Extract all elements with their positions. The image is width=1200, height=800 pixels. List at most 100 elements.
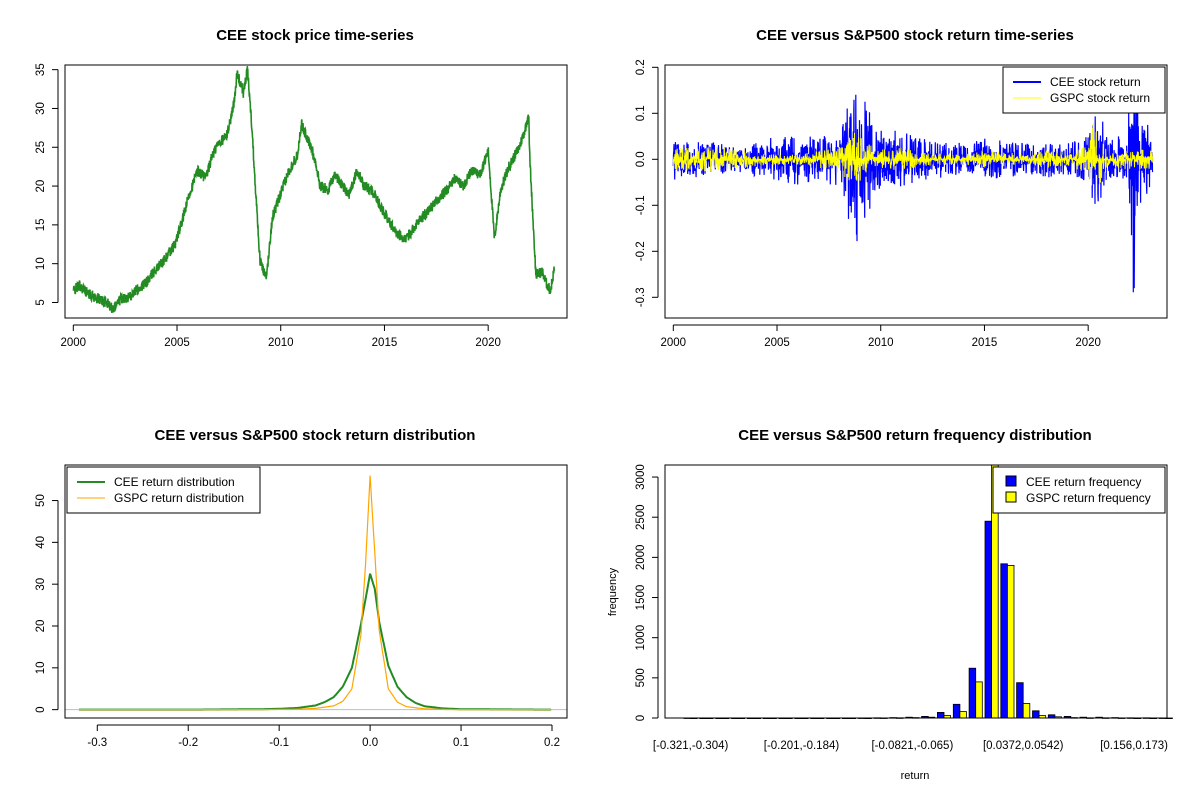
- frequency-y-tick-label: 0: [635, 715, 647, 721]
- returns-x-tick-label: 2010: [868, 337, 894, 349]
- frequency-legend-swatch-gspc: [1005, 491, 1017, 503]
- frequency-y-tick-label: 2000: [635, 545, 647, 571]
- price-x-tick-label: 2020: [475, 337, 501, 349]
- frequency-bar-cee: [1032, 710, 1040, 719]
- density-y-tick-label: 30: [35, 578, 47, 591]
- price-series-layer: [72, 66, 556, 314]
- price-chart-panel: CEE stock price time-series 2000 2005 2010…: [35, 27, 568, 349]
- frequency-bar-cee: [968, 667, 977, 719]
- price-y-tick-label: 10: [35, 257, 47, 270]
- price-y-tick-label: 25: [35, 141, 47, 154]
- frequency-bar-gspc: [1022, 703, 1031, 719]
- returns-x-tick-label: 2000: [661, 337, 687, 349]
- price-axes: 2000 2005 2010 2015 2020 5 10 15 20 25 30 35: [35, 63, 501, 349]
- returns-y-tick-label: 0.0: [635, 151, 647, 167]
- price-y-tick-label: 35: [35, 63, 47, 76]
- density-axes: -0.3 -0.2 -0.1 0.0 0.1 0.2 0 10 20 30 40 50: [35, 494, 560, 749]
- density-x-tick-label: -0.2: [178, 737, 198, 749]
- returns-x-tick-label: 2015: [972, 337, 998, 349]
- returns-line-cee: [672, 91, 1154, 293]
- returns-chart-title: CEE versus S&P500 stock return time-seri…: [756, 27, 1074, 44]
- frequency-legend-label-cee: CEE return frequency: [1026, 475, 1141, 489]
- returns-legend-box: [1002, 66, 1166, 114]
- frequency-y-tick-label: 500: [635, 668, 647, 687]
- frequency-bar-gspc: [975, 681, 983, 719]
- frequency-bars-layer: [664, 464, 1173, 720]
- price-x-tick-label: 2010: [268, 337, 294, 349]
- density-legend-box: [66, 466, 261, 514]
- returns-line-gspc: [672, 123, 1153, 186]
- density-chart-panel: CEE versus S&P500 stock return distribut…: [35, 427, 568, 749]
- frequency-x-tick-label: [-0.321,-0.304): [653, 740, 729, 752]
- frequency-bar-cee: [937, 712, 945, 719]
- frequency-y-tick-label: 2500: [635, 504, 647, 530]
- density-y-tick-label: 20: [35, 620, 47, 633]
- returns-legend: CEE stock return GSPC stock return: [1002, 66, 1166, 114]
- price-plot-frame: [64, 64, 568, 319]
- frequency-x-tick-label: [-0.0821,-0.065): [871, 740, 953, 752]
- price-chart-title: CEE stock price time-series: [216, 27, 414, 44]
- density-series-layer: [64, 464, 568, 719]
- frequency-legend: CEE return frequency GSPC return frequen…: [992, 466, 1166, 514]
- density-x-tick-label: -0.1: [269, 737, 289, 749]
- returns-y-tick-label: -0.1: [635, 195, 647, 215]
- frequency-chart-title: CEE versus S&P500 return frequency distr…: [738, 427, 1091, 444]
- returns-plot-frame: [664, 64, 1168, 319]
- returns-y-tick-label: -0.2: [635, 241, 647, 261]
- price-x-tick-label: 2015: [372, 337, 398, 349]
- density-x-tick-label: 0.1: [453, 737, 469, 749]
- returns-legend-label-cee: CEE stock return: [1050, 75, 1141, 89]
- density-chart-title: CEE versus S&P500 stock return distribut…: [155, 427, 476, 444]
- returns-legend-label-gspc: GSPC stock return: [1050, 91, 1150, 105]
- density-x-tick-label: 0.2: [544, 737, 560, 749]
- frequency-y-tick-label: 1000: [635, 625, 647, 651]
- returns-axes: 2000 2005 2010 2015 2020 -0.3 -0.2 -0.1 0.0 0.1 0.…: [635, 59, 1101, 349]
- frequency-bar-cee: [1000, 563, 1008, 719]
- returns-y-tick-label: 0.1: [635, 105, 647, 121]
- frequency-x-tick-label: [0.0372,0.0542): [983, 740, 1064, 752]
- density-legend: CEE return distribution GSPC return dist…: [66, 466, 261, 514]
- price-y-tick-label: 15: [35, 218, 47, 231]
- price-x-tick-label: 2005: [164, 337, 190, 349]
- frequency-bar-cee: [1016, 682, 1024, 719]
- frequency-x-tick-label: [0.156,0.173): [1100, 740, 1168, 752]
- frequency-y-axis-label: frequency: [607, 567, 619, 616]
- frequency-axes: 0 500 1000 1500 2000 2500 3000 [-0.321,-0.304) […: [635, 464, 1168, 752]
- returns-x-tick-label: 2020: [1075, 337, 1101, 349]
- price-x-tick-label: 2000: [61, 337, 87, 349]
- returns-series-layer: [672, 91, 1154, 293]
- density-y-tick-label: 40: [35, 536, 47, 549]
- density-legend-label-gspc: GSPC return distribution: [114, 491, 244, 505]
- density-y-tick-label: 50: [35, 494, 47, 507]
- frequency-bar-gspc: [959, 711, 967, 719]
- frequency-bar-cee: [984, 520, 992, 719]
- frequency-legend-swatch-cee: [1005, 475, 1017, 487]
- returns-y-tick-label: 0.2: [635, 59, 647, 75]
- density-x-tick-label: 0.0: [362, 737, 378, 749]
- density-x-tick-label: -0.3: [87, 737, 107, 749]
- price-y-tick-label: 20: [35, 180, 47, 193]
- frequency-y-tick-label: 1500: [635, 585, 647, 611]
- frequency-chart-panel: CEE versus S&P500 return frequency distr…: [607, 427, 1173, 782]
- density-frame-overlay: [64, 464, 568, 719]
- frequency-bar-cee: [952, 703, 961, 719]
- frequency-y-tick-label: 3000: [635, 464, 647, 490]
- frequency-x-tick-label: [-0.201,-0.184): [764, 740, 840, 752]
- frequency-plot-frame: [664, 464, 1168, 719]
- price-y-tick-label: 5: [35, 299, 47, 305]
- density-legend-label-cee: CEE return distribution: [114, 475, 235, 489]
- density-line-gspc: [79, 475, 552, 711]
- density-y-tick-label: 10: [35, 661, 47, 674]
- returns-x-tick-label: 2005: [764, 337, 790, 349]
- density-y-tick-label: 0: [35, 706, 47, 712]
- returns-chart-panel: CEE versus S&P500 stock return time-seri…: [635, 27, 1168, 349]
- price-y-tick-label: 30: [35, 102, 47, 115]
- frequency-bar-gspc: [1007, 565, 1015, 719]
- price-line-cee: [72, 66, 556, 314]
- frequency-legend-box: [992, 466, 1166, 514]
- density-line-cee: [79, 573, 552, 711]
- frequency-x-axis-label: return: [901, 770, 930, 782]
- frequency-legend-label-gspc: GSPC return frequency: [1026, 491, 1151, 505]
- returns-y-tick-label: -0.3: [635, 287, 647, 307]
